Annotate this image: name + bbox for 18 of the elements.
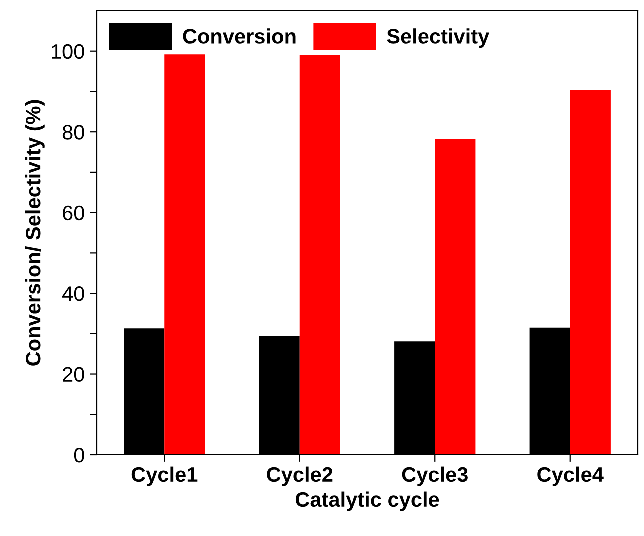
bar: [570, 90, 611, 455]
y-tick-label: 60: [63, 206, 84, 221]
x-tick-label: Cycle1: [132, 466, 198, 486]
y-axis-title: Conversion/ Selectivity (%): [25, 100, 45, 366]
bar: [164, 54, 206, 455]
x-tick-label: Cycle4: [538, 466, 604, 486]
y-tick-label: 100: [52, 44, 84, 60]
legend-label: Conversion: [183, 28, 296, 44]
y-tick-label: 20: [63, 367, 84, 382]
y-tick-label: 40: [62, 286, 84, 302]
x-tick-label: Cycle3: [402, 466, 468, 486]
x-axis-title: Catalytic cycle: [296, 492, 440, 512]
bar: [300, 55, 340, 455]
bar: [435, 139, 476, 455]
y-tick-label: 0: [74, 448, 84, 463]
y-tick-label: 80: [62, 125, 84, 140]
legend-label: Selectivity: [387, 28, 490, 48]
x-tick-label: Cycle2: [267, 466, 333, 486]
